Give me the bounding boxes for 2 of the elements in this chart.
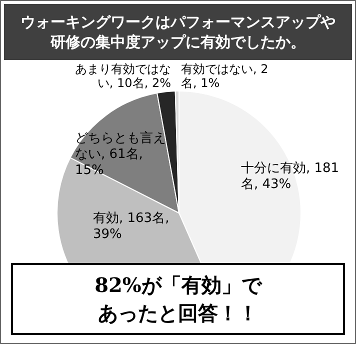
- title: ウォーキングワークはパフォーマンスアップや研修の集中度アップに有効でしたか。: [4, 4, 352, 60]
- annotation: 82%が「有効」であったと回答！！: [11, 263, 345, 335]
